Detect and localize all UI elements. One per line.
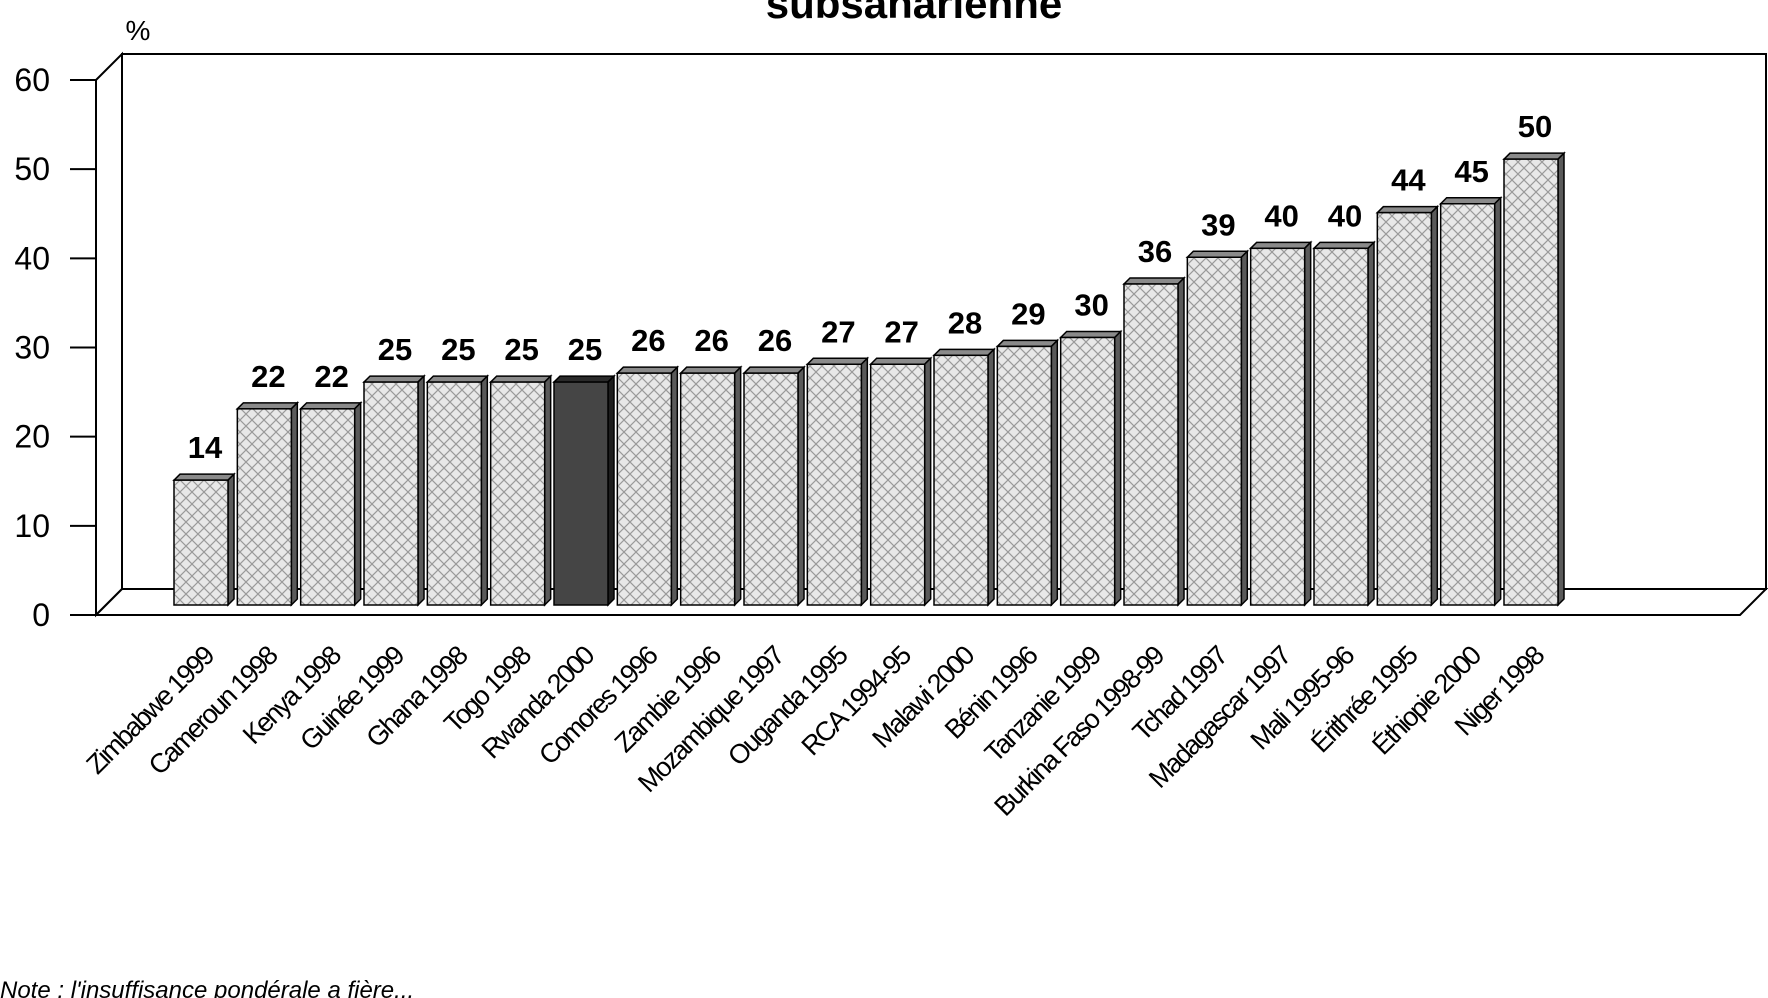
y-tick-label: 10	[14, 508, 50, 544]
bar	[1058, 329, 1123, 607]
data-label: 25	[504, 332, 538, 367]
data-label: 40	[1328, 198, 1362, 233]
data-label: 26	[694, 323, 728, 358]
bar	[805, 356, 870, 607]
data-label: 45	[1454, 154, 1488, 189]
data-label: 44	[1391, 163, 1426, 198]
bar	[868, 356, 933, 607]
y-tick-label: 30	[14, 330, 50, 366]
left-wall	[95, 51, 123, 618]
data-label: 26	[631, 323, 665, 358]
y-axis-unit: %	[126, 15, 151, 46]
data-label: 36	[1138, 234, 1172, 269]
y-axis-ticks: 0 10 20 30 40 50 60	[14, 62, 96, 633]
data-label: 27	[821, 314, 855, 349]
data-label: 25	[378, 332, 412, 367]
bar	[1122, 276, 1186, 607]
data-labels: 14 22 22 25 25 25 25 26 26 26 27 27 28 29 30 36 39 40 40 44…	[188, 109, 1552, 465]
bar	[298, 401, 363, 607]
bar	[932, 347, 996, 607]
data-label: 27	[884, 314, 918, 349]
data-label: 14	[188, 430, 223, 465]
data-label: 40	[1264, 198, 1298, 233]
chart-title: subsaharienne	[766, 0, 1062, 27]
y-tick-label: 50	[14, 151, 50, 187]
data-label: 39	[1201, 207, 1235, 242]
bar	[1502, 151, 1566, 607]
data-label: 29	[1011, 296, 1045, 331]
bar	[1438, 195, 1503, 607]
bar	[1185, 249, 1250, 607]
bar	[678, 365, 743, 607]
bar	[488, 374, 553, 607]
bar	[235, 401, 300, 607]
data-label: 22	[314, 359, 348, 394]
data-label: 28	[948, 305, 982, 340]
y-tick-label: 40	[14, 240, 50, 276]
bar	[742, 365, 806, 607]
y-tick-label: 20	[14, 419, 50, 455]
bar	[1375, 204, 1440, 607]
data-label: 25	[568, 332, 602, 367]
y-tick-label: 0	[32, 597, 50, 633]
data-label: 30	[1074, 288, 1108, 323]
data-label: 50	[1518, 109, 1552, 144]
data-label: 26	[758, 323, 792, 358]
bar	[1312, 240, 1376, 607]
bars	[172, 151, 1566, 607]
bar	[425, 374, 490, 607]
data-label: 25	[441, 332, 475, 367]
bar	[995, 338, 1060, 607]
bar	[615, 365, 680, 607]
bar	[362, 374, 426, 607]
data-label: 22	[251, 359, 285, 394]
bar	[552, 374, 616, 607]
y-tick-label: 60	[14, 62, 50, 98]
bar	[1248, 240, 1313, 607]
note-text: Note : l'insuffisance pondérale a fière.…	[0, 977, 414, 998]
bar	[172, 472, 236, 607]
